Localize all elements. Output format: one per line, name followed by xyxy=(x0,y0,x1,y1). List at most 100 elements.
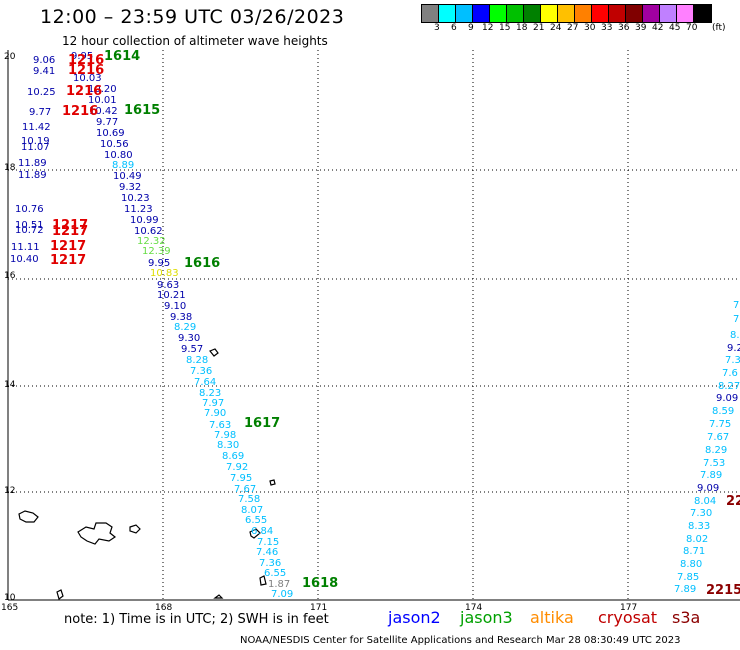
wave-value: 10.69 xyxy=(96,128,125,139)
wave-value: 12.39 xyxy=(142,246,171,257)
island-5 xyxy=(209,348,219,357)
color-swatch xyxy=(694,5,711,22)
wave-value: 7.92 xyxy=(226,462,249,473)
color-scale-label: 18 xyxy=(516,23,528,33)
legend-cryosat: cryosat xyxy=(598,608,658,627)
legend-altika: altika xyxy=(530,608,574,627)
pass-time-label: 1616 xyxy=(184,256,221,271)
wave-value: 7.64 xyxy=(194,377,217,388)
color-scale-label: 15 xyxy=(499,23,511,33)
color-scale-label: 42 xyxy=(652,23,664,33)
wave-value: 10.56 xyxy=(100,139,129,150)
wave-value: 8.07 xyxy=(241,505,264,516)
wave-value: 11.42 xyxy=(22,122,51,133)
pass-time-label: 1216 xyxy=(62,104,99,119)
color-swatch xyxy=(626,5,643,22)
wave-value: 10.19 xyxy=(21,136,50,147)
wave-value: 6.55 xyxy=(245,515,268,526)
wave-value: 6.55 xyxy=(264,568,287,579)
island-outlines xyxy=(18,348,276,601)
color-scale-label: 24 xyxy=(550,23,562,33)
lat-label: 10 xyxy=(4,593,16,603)
wave-value: 9.10 xyxy=(164,301,187,312)
wave-value: 7 xyxy=(733,300,740,311)
legend-s3a: s3a xyxy=(672,608,701,627)
wave-value: 7.36 xyxy=(259,558,282,569)
wave-value: 11.23 xyxy=(124,204,153,215)
wave-value: 10.20 xyxy=(88,84,117,95)
island-2 xyxy=(77,522,117,545)
wave-value: 7.46 xyxy=(256,547,279,558)
wave-value: 9.57 xyxy=(181,344,204,355)
wave-value: 7.97 xyxy=(202,398,225,409)
wave-value: 7.85 xyxy=(677,572,700,583)
legend-jason3: jason3 xyxy=(460,608,513,627)
color-swatch xyxy=(524,5,541,22)
wave-value: 9.09 xyxy=(697,483,720,494)
pass-time-label: 22 xyxy=(726,494,740,509)
wave-value: 7.09 xyxy=(271,589,294,600)
wave-value: 10.99 xyxy=(130,215,159,226)
footnote: note: 1) Time is in UTC; 2) SWH is in fe… xyxy=(64,612,329,627)
wave-value: 11.07 xyxy=(21,142,50,153)
color-scale-label: 12 xyxy=(482,23,494,33)
wave-value: 8.71 xyxy=(683,546,706,557)
wave-value: 9.41 xyxy=(33,66,56,77)
wave-value: 7.90 xyxy=(204,408,227,419)
lon-label: 171 xyxy=(310,603,328,613)
island-3 xyxy=(129,524,141,534)
pass-time-label: 1216 xyxy=(66,84,103,99)
color-scale-label: 33 xyxy=(601,23,613,33)
page-title: 12:00 – 23:59 UTC 03/26/2023 xyxy=(40,6,345,28)
wave-value: 8. xyxy=(730,330,740,341)
wave-value: 7.30 xyxy=(690,508,713,519)
color-swatch xyxy=(660,5,677,22)
color-swatch xyxy=(558,5,575,22)
lat-label: 14 xyxy=(4,380,16,390)
wave-value: 7.63 xyxy=(209,420,232,431)
pass-time-label: 1217 xyxy=(50,239,87,254)
wave-value: 9.95 xyxy=(71,51,94,62)
wave-value: 9.30 xyxy=(178,333,201,344)
color-scale-label: 27 xyxy=(567,23,579,33)
color-swatch xyxy=(575,5,592,22)
pass-time-label: 1614 xyxy=(104,49,141,64)
lon-label: 165 xyxy=(1,603,19,613)
wave-value: 8.30 xyxy=(217,440,240,451)
wave-value: 8.27 xyxy=(718,381,740,392)
color-scale-label: 39 xyxy=(635,23,647,33)
wave-value: 8.29 xyxy=(705,445,728,456)
wave-value: 9.09 xyxy=(716,393,739,404)
color-scale-label: 45 xyxy=(669,23,681,33)
color-swatch xyxy=(456,5,473,22)
wave-value: 7.75 xyxy=(709,419,732,430)
wave-value: 9.77 xyxy=(29,107,52,118)
island-1 xyxy=(18,510,39,523)
wave-value: 7.58 xyxy=(238,494,261,505)
lon-label: 177 xyxy=(620,603,638,613)
wave-value: 12.32 xyxy=(137,236,166,247)
island-9 xyxy=(213,594,224,599)
pass-time-label: 1217 xyxy=(52,218,89,233)
wave-value: 8.33 xyxy=(688,521,711,532)
color-swatch xyxy=(439,5,456,22)
wave-value: 7.95 xyxy=(230,473,253,484)
color-swatch xyxy=(643,5,660,22)
color-swatch xyxy=(473,5,490,22)
pass-time-label: 1615 xyxy=(124,103,161,118)
lat-label: 20 xyxy=(4,52,16,62)
wave-value: 7.89 xyxy=(674,584,697,595)
wave-value: 9.77 xyxy=(96,117,119,128)
lon-label: 174 xyxy=(465,603,483,613)
island-7 xyxy=(249,528,261,539)
wave-value: 7.6 xyxy=(722,368,738,379)
wave-value: 7.15 xyxy=(257,537,280,548)
color-swatch xyxy=(422,5,439,22)
wave-value: 10.83 xyxy=(150,268,179,279)
wave-value: 7.89 xyxy=(700,470,723,481)
color-scale-label: 70 xyxy=(686,23,698,33)
lon-label: 168 xyxy=(155,603,173,613)
wave-value: 10.03 xyxy=(73,73,102,84)
lat-label: 16 xyxy=(4,271,16,281)
pass-time-label: 1216 xyxy=(68,53,105,68)
